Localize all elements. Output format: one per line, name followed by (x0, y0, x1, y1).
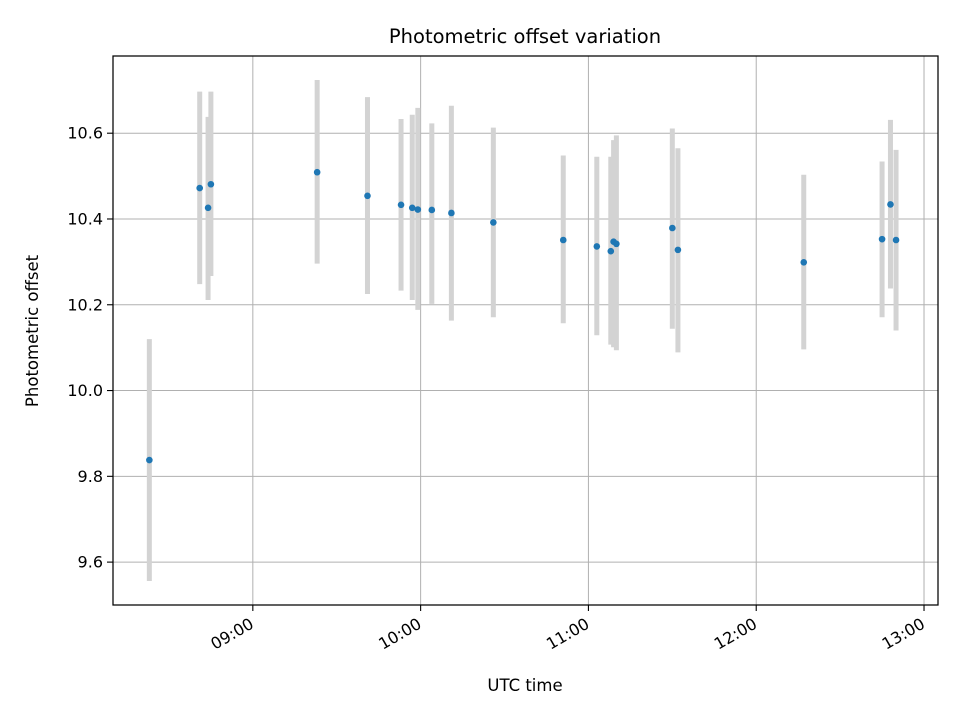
data-point (878, 235, 886, 243)
plot-frame (112, 55, 939, 606)
data-point (428, 206, 436, 214)
data-point (448, 209, 455, 217)
chart-title: Photometric offset variation (389, 25, 661, 48)
y-tick-label: 10.6 (67, 124, 103, 143)
data-point (800, 259, 808, 266)
data-point (207, 180, 215, 188)
grid-lines (113, 56, 938, 605)
data-point (674, 246, 682, 254)
data-point (414, 206, 422, 213)
y-tick-label: 10.2 (67, 295, 103, 314)
y-axis-label: Photometric offset (23, 254, 42, 407)
data-point (313, 168, 321, 176)
data-point (559, 236, 567, 244)
y-axis-ticks: 9.6 9.8 10.0 10.2 10.4 10.6 (67, 124, 113, 572)
data-point (887, 201, 894, 208)
data-point (593, 243, 601, 250)
data-point (364, 192, 371, 200)
y-tick-label: 9.6 (78, 553, 103, 572)
y-tick-label: 10.4 (67, 209, 103, 228)
y-tick-label: 10.0 (67, 381, 103, 400)
data-point (669, 224, 676, 232)
data-point (146, 456, 153, 464)
data-point (204, 204, 212, 212)
data-point (607, 247, 615, 255)
data-point (196, 184, 203, 192)
data-point (408, 204, 416, 212)
data-point (397, 201, 405, 209)
data-point (613, 240, 620, 248)
data-point (892, 236, 900, 244)
x-axis-label: UTC time (487, 676, 562, 695)
data-point (490, 219, 497, 226)
y-tick-label: 9.8 (78, 467, 103, 486)
data-points (146, 168, 900, 464)
